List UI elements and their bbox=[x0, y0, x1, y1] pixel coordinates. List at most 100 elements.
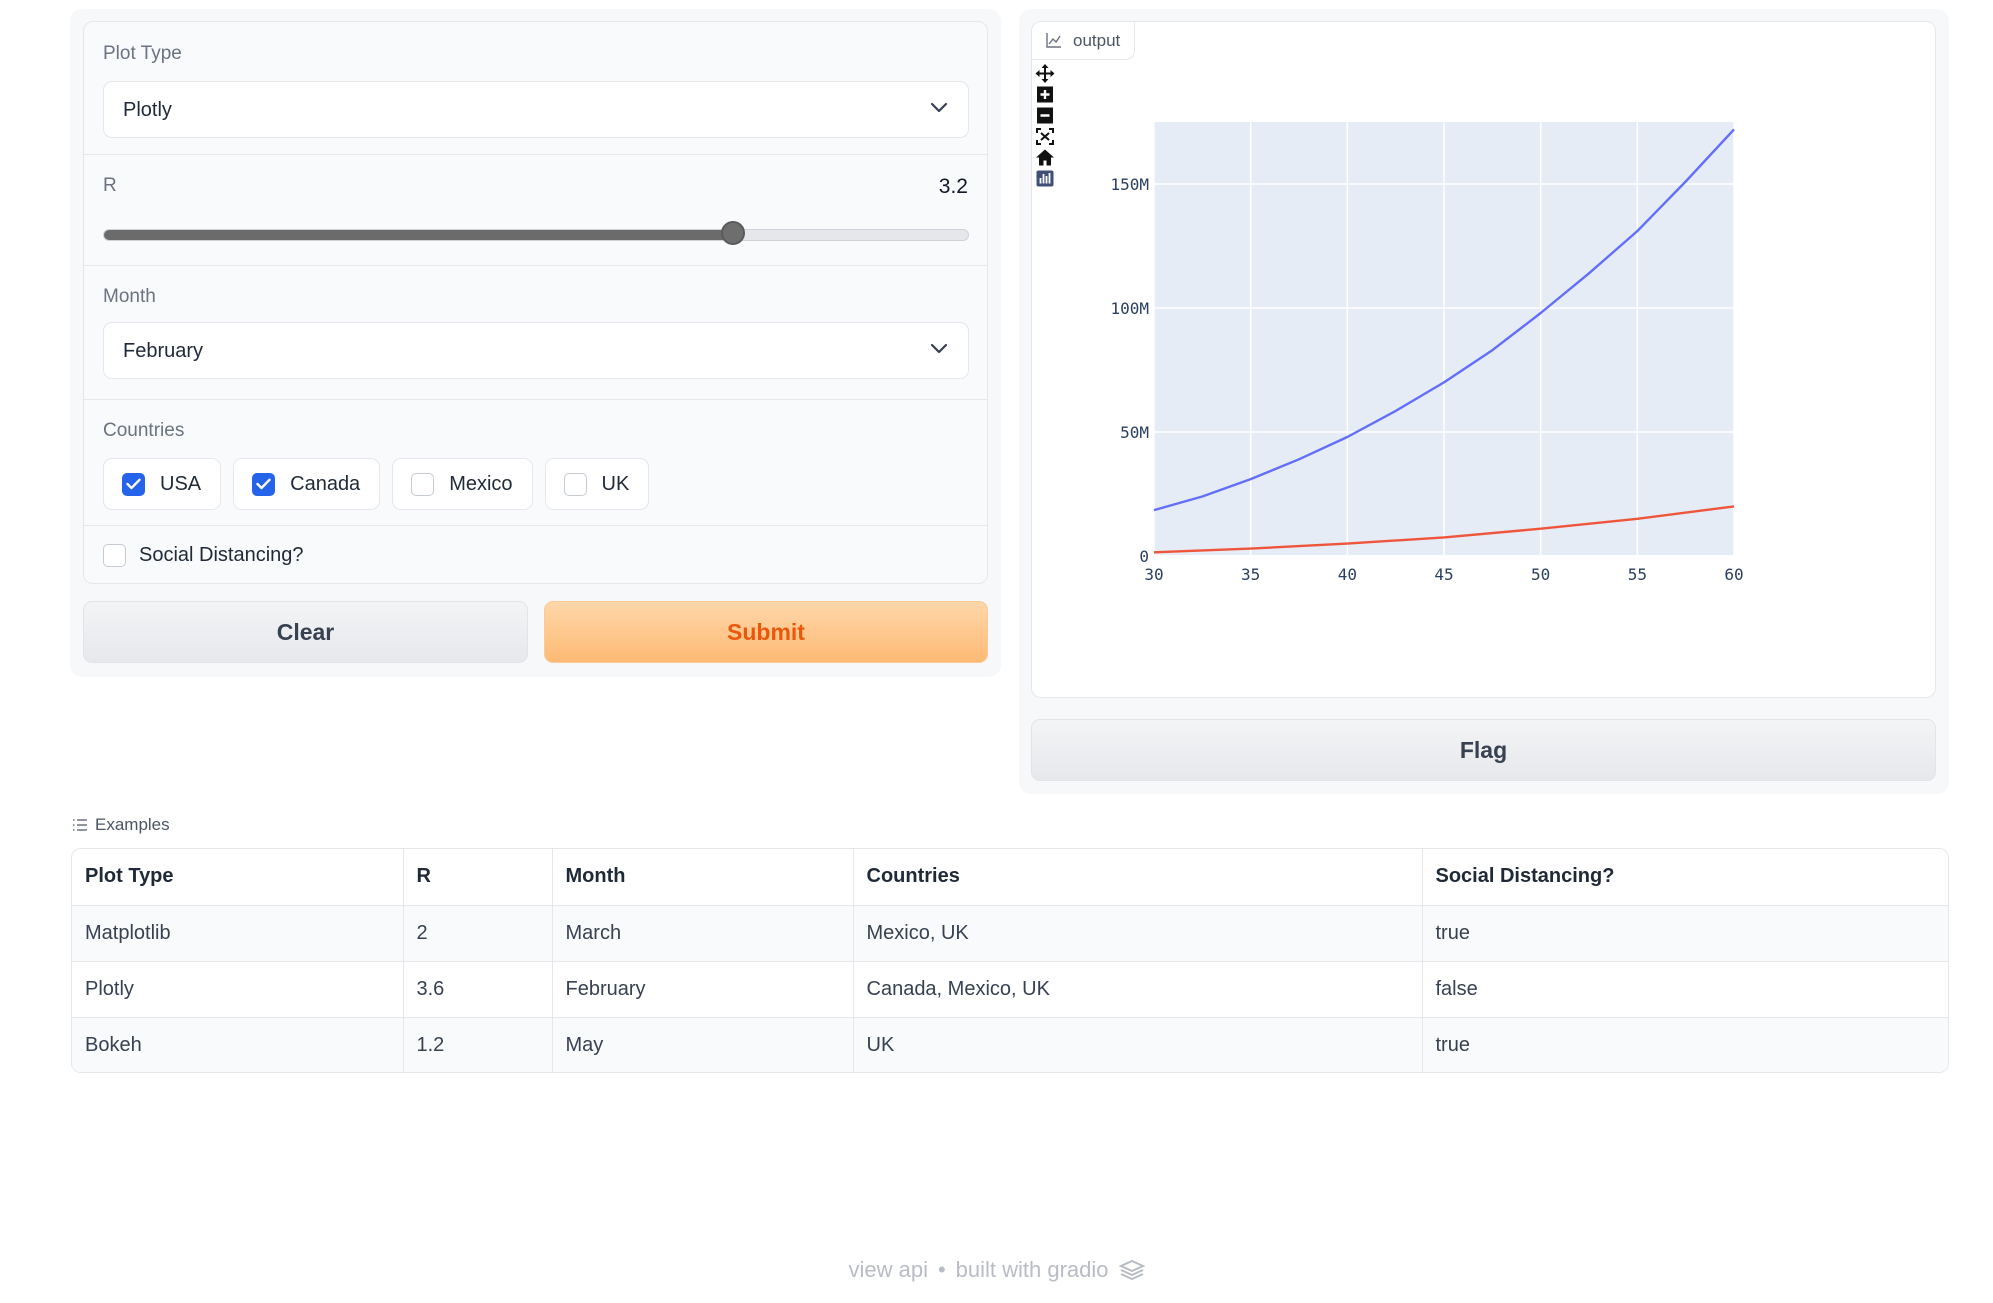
checkbox-box[interactable] bbox=[563, 472, 587, 496]
table-row[interactable]: Bokeh 1.2 May UK true bbox=[72, 1017, 1948, 1072]
r-slider-thumb[interactable] bbox=[720, 221, 745, 245]
checkbox-box[interactable] bbox=[252, 472, 276, 496]
series-line-0 bbox=[1153, 128, 1735, 512]
output-panel: output bbox=[1019, 9, 1949, 794]
column-header: R bbox=[403, 849, 553, 906]
checkbox-label: UK bbox=[601, 472, 630, 495]
table-cell[interactable]: true bbox=[1422, 1017, 1948, 1072]
table-row[interactable]: Plotly 3.6 February Canada, Mexico, UK f… bbox=[72, 961, 1948, 1018]
autoscale-icon[interactable] bbox=[1034, 126, 1056, 147]
examples-header: Examples bbox=[72, 815, 170, 835]
plot-type-block: Plot Type Plotly bbox=[84, 22, 987, 155]
table-cell[interactable]: true bbox=[1422, 905, 1948, 962]
checkbox-label: Canada bbox=[290, 472, 361, 495]
flag-button[interactable]: Flag bbox=[1031, 719, 1936, 781]
table-cell[interactable]: Mexico, UK bbox=[853, 905, 1423, 962]
view-api-link[interactable]: view api bbox=[848, 1257, 928, 1282]
table-cell[interactable]: Canada, Mexico, UK bbox=[853, 961, 1423, 1018]
x-tick-label: 60 bbox=[1724, 565, 1743, 584]
zoom-out-icon[interactable] bbox=[1034, 105, 1056, 126]
checkmark-icon bbox=[126, 478, 141, 490]
table-cell[interactable]: Bokeh bbox=[72, 1017, 404, 1072]
x-tick-label: 35 bbox=[1241, 565, 1260, 584]
table-row[interactable]: Matplotlib 2 March Mexico, UK true bbox=[72, 905, 1948, 962]
table-cell[interactable]: 2 bbox=[403, 905, 553, 962]
social-distancing-block: Social Distancing? bbox=[84, 526, 987, 583]
table-cell[interactable]: March bbox=[552, 905, 854, 962]
input-panel: Plot Type Plotly R 3.2 Month February bbox=[70, 9, 1001, 677]
countries-block: Countries USA Canada Mexico bbox=[84, 400, 987, 526]
footer-separator: • bbox=[937, 1257, 946, 1282]
column-header: Plot Type bbox=[72, 849, 404, 906]
x-tick-label: 55 bbox=[1628, 565, 1647, 584]
checkbox-canada[interactable]: Canada bbox=[233, 458, 381, 510]
month-label: Month bbox=[103, 286, 156, 307]
column-header: Social Distancing? bbox=[1422, 849, 1948, 906]
zoom-in-icon[interactable] bbox=[1034, 84, 1056, 105]
y-tick-label: 100M bbox=[1110, 299, 1149, 318]
r-value[interactable]: 3.2 bbox=[938, 175, 968, 198]
r-slider-fill bbox=[104, 230, 733, 240]
checkbox-label: USA bbox=[160, 472, 202, 495]
plot-output: output bbox=[1031, 21, 1936, 698]
plot-type-dropdown[interactable]: Plotly bbox=[103, 81, 969, 138]
home-icon[interactable] bbox=[1034, 147, 1056, 168]
line-chart[interactable]: 30 35 40 45 50 55 60 0 50M 100M 150M bbox=[1032, 22, 1936, 698]
y-tick-label: 0 bbox=[1139, 547, 1149, 566]
x-tick-label: 45 bbox=[1434, 565, 1453, 584]
y-tick-label: 150M bbox=[1110, 175, 1149, 194]
social-distancing-checkbox[interactable]: Social Distancing? bbox=[103, 544, 304, 567]
checkbox-box[interactable] bbox=[411, 472, 435, 496]
table-header-row: Plot Type R Month Countries Social Dista… bbox=[72, 849, 1948, 906]
table-cell[interactable]: Plotly bbox=[72, 961, 404, 1018]
examples-table: Plot Type R Month Countries Social Dista… bbox=[71, 848, 1949, 1073]
x-tick-label: 30 bbox=[1144, 565, 1163, 584]
table-cell[interactable]: UK bbox=[853, 1017, 1423, 1072]
month-dropdown[interactable]: February bbox=[103, 322, 969, 379]
table-cell[interactable]: 3.6 bbox=[403, 961, 553, 1018]
month-block: Month February bbox=[84, 266, 987, 400]
table-cell[interactable]: May bbox=[552, 1017, 854, 1072]
r-label: R bbox=[103, 175, 117, 196]
plot-modebar bbox=[1034, 63, 1056, 189]
checkmark-icon bbox=[256, 478, 271, 490]
checkbox-usa[interactable]: USA bbox=[103, 458, 222, 510]
output-label-tag: output bbox=[1032, 22, 1136, 60]
chevron-down-icon bbox=[930, 102, 948, 113]
checkbox-box[interactable] bbox=[103, 544, 126, 567]
plotly-logo-icon[interactable] bbox=[1034, 168, 1056, 189]
table-cell[interactable]: false bbox=[1422, 961, 1948, 1018]
output-label: output bbox=[1073, 30, 1121, 50]
r-slider-track[interactable] bbox=[103, 229, 969, 241]
checkbox-uk[interactable]: UK bbox=[544, 458, 650, 510]
pan-icon[interactable] bbox=[1034, 63, 1056, 84]
examples-title: Examples bbox=[95, 815, 170, 834]
table-cell[interactable]: Matplotlib bbox=[72, 905, 404, 962]
column-header: Countries bbox=[853, 849, 1423, 906]
table-cell[interactable]: February bbox=[552, 961, 854, 1018]
submit-button[interactable]: Submit bbox=[544, 601, 988, 663]
x-tick-label: 40 bbox=[1338, 565, 1357, 584]
social-distancing-label: Social Distancing? bbox=[139, 544, 304, 566]
list-icon bbox=[73, 819, 87, 831]
r-slider-block: R 3.2 bbox=[84, 155, 987, 266]
chart-icon bbox=[1046, 33, 1061, 48]
checkbox-box[interactable] bbox=[122, 472, 145, 496]
checkbox-mexico[interactable]: Mexico bbox=[392, 458, 533, 510]
table-cell[interactable]: 1.2 bbox=[403, 1017, 553, 1072]
input-form: Plot Type Plotly R 3.2 Month February bbox=[83, 21, 988, 584]
chevron-down-icon bbox=[930, 343, 948, 354]
countries-checkbox-group: USA Canada Mexico UK bbox=[103, 458, 650, 510]
plot-type-value: Plotly bbox=[123, 99, 172, 121]
gradio-logo-icon bbox=[1118, 1259, 1145, 1281]
column-header: Month bbox=[552, 849, 854, 906]
month-value: February bbox=[123, 340, 204, 362]
x-tick-label: 50 bbox=[1531, 565, 1550, 584]
built-with-gradio-link[interactable]: built with gradio bbox=[955, 1257, 1109, 1282]
footer: view api • built with gradio bbox=[0, 1257, 1993, 1283]
countries-label: Countries bbox=[103, 420, 185, 441]
y-tick-label: 50M bbox=[1120, 423, 1149, 442]
checkbox-label: Mexico bbox=[449, 472, 513, 495]
clear-button[interactable]: Clear bbox=[83, 601, 528, 663]
series-line-1 bbox=[1153, 505, 1735, 554]
